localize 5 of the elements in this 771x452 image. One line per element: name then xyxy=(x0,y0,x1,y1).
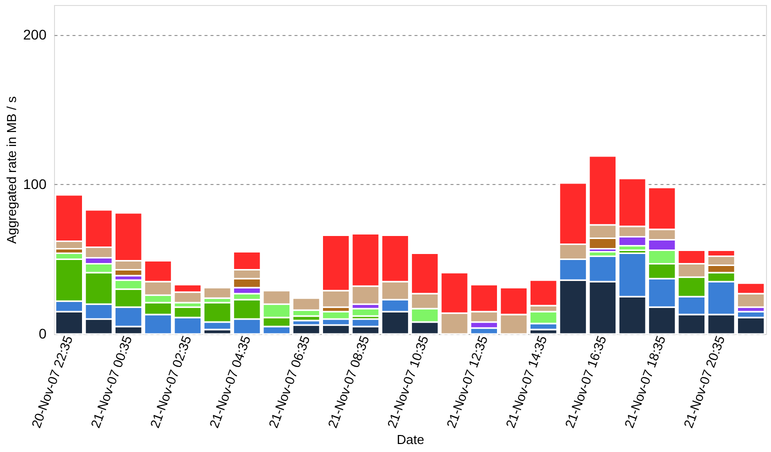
y-tick-label: 100 xyxy=(23,176,47,192)
y-tick-label: 0 xyxy=(38,326,47,342)
y-tick-label: 200 xyxy=(23,26,47,42)
y-axis-title: Aggregated rate in MB / s xyxy=(4,96,20,244)
x-axis-title: Date xyxy=(396,432,424,447)
